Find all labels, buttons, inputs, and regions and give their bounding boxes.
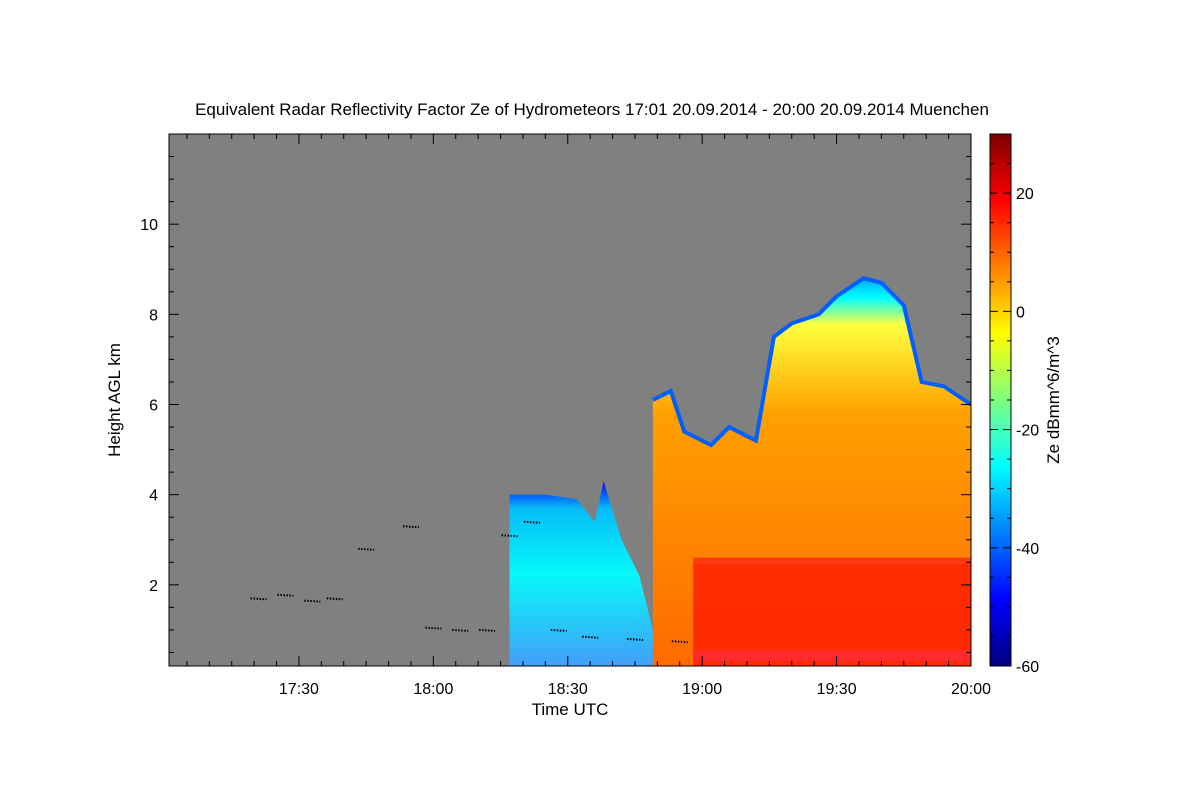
colorbar-tick-label: -20 bbox=[1016, 423, 1039, 440]
cloud-base-marker bbox=[501, 534, 518, 538]
plot-frame bbox=[168, 133, 972, 667]
cloud-base-marker bbox=[550, 628, 567, 632]
colorbar-tick-label: -40 bbox=[1016, 541, 1039, 558]
cloud-base-marker bbox=[250, 597, 267, 601]
x-tick-label: 18:30 bbox=[548, 681, 588, 698]
x-axis-label: Time UTC bbox=[532, 700, 609, 719]
x-tick-label: 20:00 bbox=[951, 681, 991, 698]
cloud-base-marker bbox=[425, 626, 442, 630]
cloud-base-marker bbox=[452, 628, 469, 632]
y-tick-label: 4 bbox=[149, 488, 158, 505]
y-tick-label: 2 bbox=[149, 578, 158, 595]
cloud-base-marker bbox=[523, 520, 540, 524]
precipitation-echo-layer bbox=[509, 276, 971, 666]
y-tick-label: 6 bbox=[149, 398, 158, 415]
x-tick-label: 19:30 bbox=[817, 681, 857, 698]
x-axis: 17:30 18:00 18:30 19:00 19:30 20:00 bbox=[186, 134, 991, 698]
chart-title-group: Equivalent Radar Reflectivity Factor Ze … bbox=[195, 100, 989, 119]
y-tick-label: 8 bbox=[149, 307, 158, 324]
chart-title: Equivalent Radar Reflectivity Factor Ze … bbox=[195, 100, 989, 119]
cloud-base-marker-layer bbox=[250, 520, 688, 644]
x-tick-label: 17:30 bbox=[279, 681, 319, 698]
cloud-base-marker bbox=[326, 597, 343, 601]
x-tick-label: 19:00 bbox=[682, 681, 722, 698]
melting-layer-band bbox=[693, 557, 971, 565]
cloud-base-marker bbox=[626, 637, 644, 641]
colorbar-tick-label: -60 bbox=[1016, 659, 1039, 676]
colorbar-tick-label: 20 bbox=[1016, 186, 1034, 203]
cloud-base-marker bbox=[582, 635, 599, 639]
y-tick-label: 10 bbox=[140, 217, 158, 234]
colorbar-tick-label: 0 bbox=[1016, 304, 1025, 321]
colorbar-label: Ze dBmm^6/m^3 bbox=[1044, 336, 1063, 463]
near-surface-band bbox=[693, 650, 971, 662]
x-tick-label: 18:00 bbox=[413, 681, 453, 698]
colorbar-ticks: -60 -40 -20 0 20 bbox=[990, 163, 1039, 676]
echo-top-edge bbox=[651, 276, 971, 448]
cloud-base-marker bbox=[358, 547, 375, 551]
cloud-base-marker bbox=[479, 628, 496, 632]
cloud-base-marker bbox=[402, 525, 420, 529]
cloud-base-marker bbox=[277, 593, 294, 597]
cloud-base-marker bbox=[671, 640, 688, 644]
colorbar: -60 -40 -20 0 20 Ze dBmm^6/m^3 bbox=[989, 133, 1063, 676]
y-axis: 2 4 6 8 10 bbox=[140, 156, 971, 653]
cloud-base-marker bbox=[304, 599, 321, 603]
weak-echo-region bbox=[509, 481, 653, 666]
y-axis-label: Height AGL km bbox=[105, 343, 124, 457]
rain-core-region bbox=[693, 557, 971, 666]
